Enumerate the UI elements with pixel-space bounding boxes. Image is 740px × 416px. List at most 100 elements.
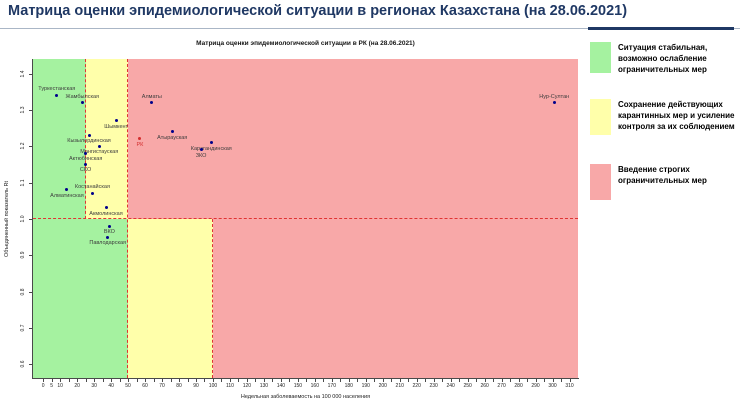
x-tick — [314, 379, 316, 382]
x-tick-label: 30 — [91, 383, 97, 389]
data-point — [106, 235, 110, 239]
x-tick — [60, 379, 62, 382]
y-tick — [29, 109, 32, 111]
x-tick — [153, 379, 155, 382]
x-tick-label: 310 — [565, 383, 574, 389]
x-tick — [272, 379, 274, 382]
data-point — [80, 101, 84, 105]
data-point — [55, 93, 59, 97]
x-tick — [382, 379, 384, 382]
x-tick — [68, 379, 70, 382]
x-tick — [179, 379, 180, 382]
x-tick-label: 40 — [108, 383, 114, 389]
x-tick — [229, 379, 231, 382]
data-point-label: Туркестанская — [38, 86, 76, 93]
x-tick — [187, 379, 189, 382]
x-tick — [476, 379, 478, 382]
data-point-label: Костанайская — [74, 184, 110, 191]
y-tick-label: 0.7 — [20, 324, 26, 332]
x-tick-label: 170 — [327, 383, 336, 389]
data-point — [552, 101, 556, 105]
data-point-label: РК — [136, 141, 144, 148]
x-tick — [170, 379, 172, 382]
y-tick — [29, 146, 32, 148]
x-tick — [365, 379, 367, 382]
x-tick — [238, 379, 240, 382]
x-tick — [433, 379, 435, 382]
x-axis-line — [33, 378, 579, 379]
x-tick — [535, 379, 537, 382]
x-tick — [128, 379, 130, 382]
data-point-label: Павлодарская — [89, 240, 127, 247]
zone-pink — [128, 59, 578, 219]
y-tick-label: 1.0 — [20, 215, 26, 223]
data-point — [97, 144, 101, 148]
x-tick — [518, 379, 520, 382]
x-axis-title: Недельная заболеваемость на 100 000 насе… — [240, 394, 371, 400]
x-tick — [289, 379, 291, 382]
x-tick — [255, 379, 257, 382]
data-point — [107, 224, 111, 228]
x-tick — [136, 379, 138, 382]
y-tick-label: 0.6 — [20, 360, 26, 368]
threshold-line — [127, 59, 129, 378]
x-tick — [484, 379, 486, 382]
data-point-label: Карагандинская — [190, 145, 232, 152]
x-tick — [408, 379, 410, 382]
data-point-label: Жамбылская — [65, 93, 100, 100]
y-tick — [29, 73, 32, 75]
x-tick — [306, 379, 308, 382]
threshold-line — [33, 217, 578, 219]
x-tick — [569, 379, 571, 382]
x-tick-label: 120 — [242, 383, 252, 389]
x-tick — [212, 379, 214, 382]
x-tick — [357, 379, 359, 382]
y-axis-title: Объединенный показатель Rt — [4, 180, 10, 258]
x-tick-label: 270 — [497, 383, 506, 389]
x-tick-label: 60 — [142, 383, 148, 389]
x-tick-label: 10 — [57, 383, 63, 389]
x-tick-label: 190 — [361, 383, 370, 389]
data-point — [209, 141, 213, 145]
x-tick — [399, 379, 401, 382]
y-tick-label: 1.1 — [20, 179, 26, 186]
x-tick — [297, 379, 299, 382]
x-tick — [162, 379, 164, 382]
x-tick — [204, 379, 206, 382]
y-tick-label: 1.2 — [20, 142, 26, 150]
y-tick — [29, 364, 32, 366]
zone-green — [33, 59, 86, 219]
x-tick — [263, 379, 265, 382]
x-tick — [195, 379, 197, 382]
x-tick-label: 290 — [531, 383, 540, 389]
x-tick — [145, 379, 147, 382]
y-axis-line — [32, 59, 33, 379]
x-tick — [425, 379, 427, 382]
x-tick — [450, 379, 452, 382]
title-underline — [0, 28, 740, 29]
y-tick — [29, 218, 32, 220]
data-point-label: Атырауская — [157, 134, 188, 141]
x-tick-label: 210 — [395, 383, 404, 389]
y-tick — [29, 291, 32, 293]
x-tick-label: 5 — [50, 383, 54, 389]
data-point — [170, 130, 174, 134]
x-tick — [493, 379, 495, 382]
x-tick-label: 50 — [125, 383, 131, 389]
x-tick-label: 220 — [412, 383, 421, 389]
title-underline-accent — [588, 27, 734, 30]
x-tick — [280, 379, 282, 382]
data-point-label: Кызылординская — [67, 138, 111, 145]
threshold-line — [211, 218, 213, 378]
data-point — [138, 137, 142, 141]
x-tick-label: 300 — [548, 383, 557, 389]
data-point — [87, 133, 91, 137]
x-tick-label: 110 — [225, 383, 234, 389]
x-tick-label: 280 — [514, 383, 523, 389]
x-tick — [111, 379, 113, 382]
x-tick — [77, 379, 79, 382]
x-tick — [221, 379, 223, 382]
data-point — [114, 119, 118, 123]
x-tick — [246, 379, 248, 382]
y-tick-label: 0.9 — [20, 251, 26, 259]
